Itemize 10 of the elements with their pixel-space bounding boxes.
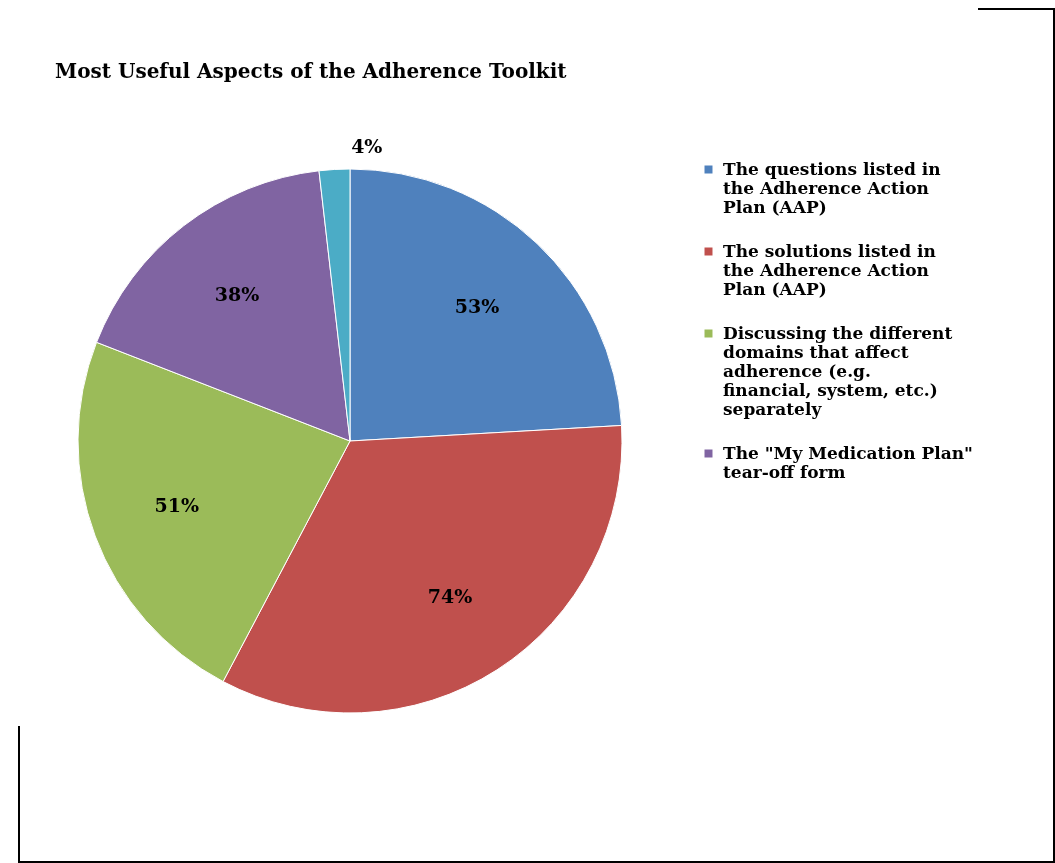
- legend-label: The questions listed in the Adherence Action Plan (AAP): [723, 158, 941, 217]
- legend-label: The "My Medication Plan" tear-off form: [723, 442, 973, 482]
- data-label: 53%: [454, 294, 500, 317]
- data-label: 4%: [351, 135, 383, 158]
- chart-title: Most Useful Aspects of the Adherence Toolkit: [55, 59, 568, 84]
- data-label: 74%: [427, 584, 473, 607]
- data-label: 51%: [154, 493, 199, 516]
- data-label: 38%: [214, 282, 260, 305]
- legend-label: The solutions listed in the Adherence Action Plan (AAP): [723, 240, 936, 299]
- legend-label: Discussing the different domains that affect adherence (e.g. financial, system, etc.) separately: [723, 322, 953, 419]
